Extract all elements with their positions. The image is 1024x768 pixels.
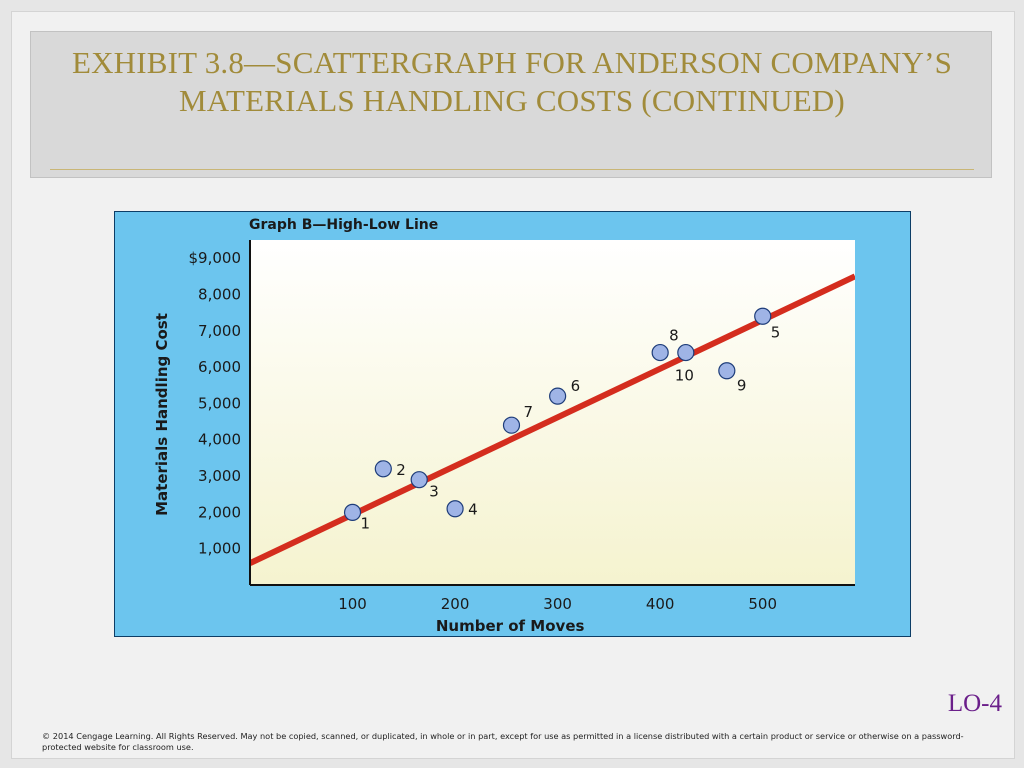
data-point-label: 3	[429, 483, 439, 501]
x-tick-label: 500	[748, 595, 777, 613]
y-tick-label: 6,000	[198, 358, 241, 376]
y-tick-label: 4,000	[198, 431, 241, 449]
plot-area	[250, 240, 855, 585]
data-point	[718, 362, 736, 380]
slide-title: Exhibit 3.8—Scattergraph for Anderson Co…	[71, 45, 953, 118]
data-point	[677, 343, 695, 362]
data-point-label: 4	[468, 501, 478, 519]
data-point-label: 9	[737, 377, 747, 395]
data-point-label: 2	[396, 461, 406, 479]
y-tick-label: 1,000	[198, 540, 241, 558]
scatter-chart: Graph B—High-Low Line 1,000 2,000 3,000 4,0…	[153, 217, 855, 635]
chart-panel: Graph B—High-Low Line 1,000 2,000 3,000 4,0…	[114, 211, 911, 637]
data-point	[549, 387, 567, 405]
data-point	[446, 500, 464, 518]
data-point-label: 10	[675, 367, 694, 385]
copyright-notice: © 2014 Cengage Learning. All Rights Rese…	[42, 731, 964, 752]
data-point	[410, 471, 428, 489]
title-band	[30, 31, 992, 178]
y-tick-label: 5,000	[198, 394, 241, 412]
chart-title: Graph B—High-Low Line	[249, 217, 438, 233]
y-tick-label: 2,000	[198, 503, 241, 521]
data-point-label: 7	[523, 403, 533, 421]
x-tick-label: 300	[543, 595, 572, 613]
data-point	[754, 307, 772, 325]
learning-objective-tag: LO-4	[947, 690, 1002, 717]
data-point-label: 8	[669, 327, 679, 345]
title-divider	[50, 169, 974, 170]
y-tick-label: 7,000	[198, 322, 241, 340]
data-point	[374, 460, 392, 478]
x-tick-label: 200	[441, 595, 470, 613]
y-tick-label: $9,000	[189, 249, 242, 267]
y-tick-label: 8,000	[198, 285, 241, 303]
y-tick-label: 3,000	[198, 467, 241, 485]
data-point-label: 6	[571, 377, 581, 395]
data-point	[343, 503, 362, 521]
data-point-label: 5	[771, 323, 781, 341]
data-point	[651, 343, 669, 362]
y-axis-label: Materials Handling Cost	[153, 313, 171, 516]
data-point	[502, 416, 521, 434]
x-axis-label: Number of Moves	[436, 617, 585, 635]
data-point-label: 1	[361, 514, 371, 532]
x-tick-label: 400	[646, 595, 675, 613]
x-tick-label: 100	[338, 595, 367, 613]
